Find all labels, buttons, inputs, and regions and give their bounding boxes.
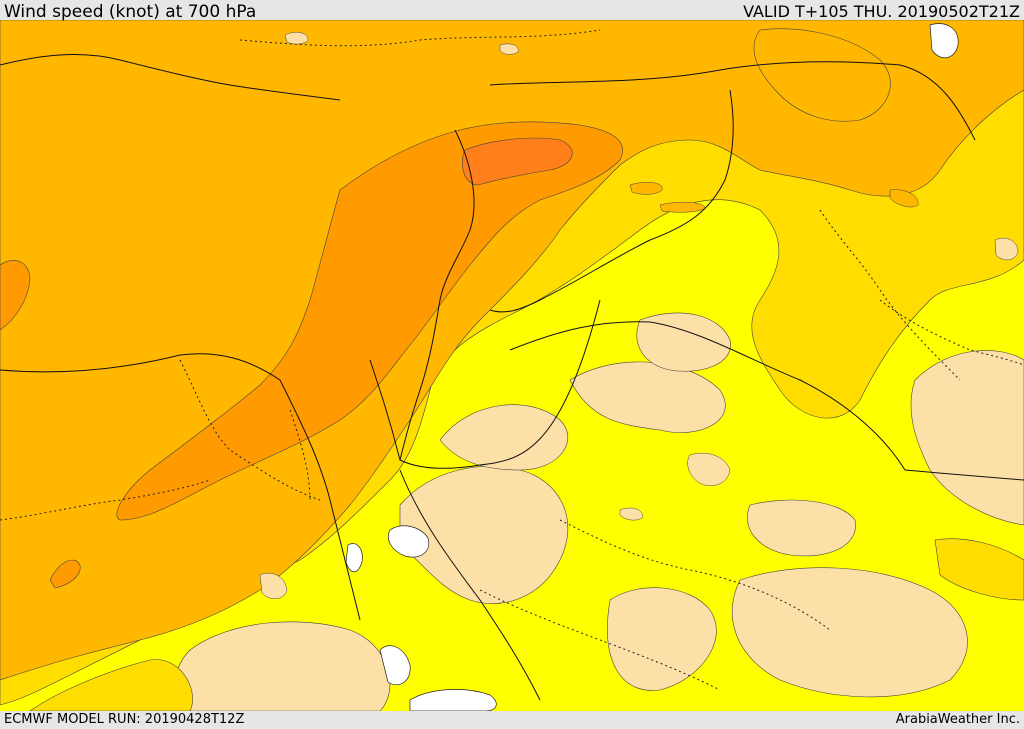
band-highest-areas [461, 137, 573, 186]
persian-gulf-corner-water [929, 23, 959, 58]
contour-blob [284, 32, 309, 45]
calm-area-jordan [636, 312, 731, 372]
red-sea-south-water [409, 689, 497, 711]
map-header: Wind speed (knot) at 700 hPa VALID T+105… [0, 0, 1024, 22]
map-footer: ECMWF MODEL RUN: 20190428T12Z ArabiaWeat… [0, 711, 1024, 729]
contour-blob [889, 189, 919, 208]
border-egypt-israel [369, 359, 481, 469]
valid-time-label: VALID T+105 THU. 20190502T21Z [743, 2, 1020, 21]
strong-wind-northeast-patch [753, 28, 891, 122]
contour-blob [259, 572, 288, 599]
strong-wind-main [0, 20, 1024, 681]
contour-blob [994, 237, 1019, 261]
wind-maximum-north [461, 137, 573, 186]
coastline-red-sea-east [399, 469, 541, 701]
contour-blob [687, 452, 731, 486]
border-sinai [279, 379, 361, 621]
calm-area-east-mid [747, 499, 856, 557]
admin-boundary-south [0, 479, 211, 521]
border-iraq-north [489, 61, 976, 141]
admin-boundary-iraq [819, 209, 961, 381]
coastline-turkey [0, 54, 341, 101]
jet-core-west-patch [0, 260, 31, 331]
moderate-wind-east-patch [934, 538, 1024, 601]
border-saudi-west [479, 299, 601, 466]
admin-boundary-saudi-south [479, 589, 721, 691]
contour-details [629, 182, 919, 213]
band-higher-areas [0, 121, 623, 589]
admin-boundary-egypt [179, 359, 321, 501]
map-title: Wind speed (knot) at 700 hPa [4, 2, 257, 22]
model-run-label: ECMWF MODEL RUN: 20190428T12Z [4, 712, 245, 727]
border-syria-iraq [489, 89, 734, 313]
borders-solid [0, 54, 1024, 701]
coastline-egypt-north [0, 353, 281, 381]
contour-details-light [259, 32, 1019, 599]
calm-area-southeast [731, 567, 968, 698]
band-lowest-areas [128, 73, 1024, 711]
contour-blob [619, 507, 643, 521]
moderate-wind-south-central [29, 659, 193, 711]
calm-area-south [607, 587, 717, 691]
jet-core-belt [116, 121, 623, 521]
contour-blob [629, 182, 663, 195]
water-bodies [345, 23, 959, 711]
contour-blob [659, 201, 706, 213]
credit-label: ArabiaWeather Inc. [895, 712, 1020, 727]
jet-core-south-streak [49, 559, 81, 589]
gulf-of-aqaba-water [345, 543, 363, 573]
calm-area-south-central [399, 466, 569, 604]
calm-area-center [439, 404, 569, 471]
wind-speed-map [0, 20, 1024, 711]
calm-area-east-center [569, 361, 726, 433]
map-canvas [0, 20, 1024, 711]
admin-boundary-east [879, 299, 1024, 366]
calm-area-east [910, 350, 1024, 526]
dead-sea-region-water [388, 525, 430, 558]
band-high-areas [0, 20, 1024, 681]
border-jordan-saudi [509, 321, 1024, 481]
red-sea-north-water [379, 645, 411, 686]
contour-blob [499, 43, 519, 55]
coastline-levant [399, 129, 475, 461]
